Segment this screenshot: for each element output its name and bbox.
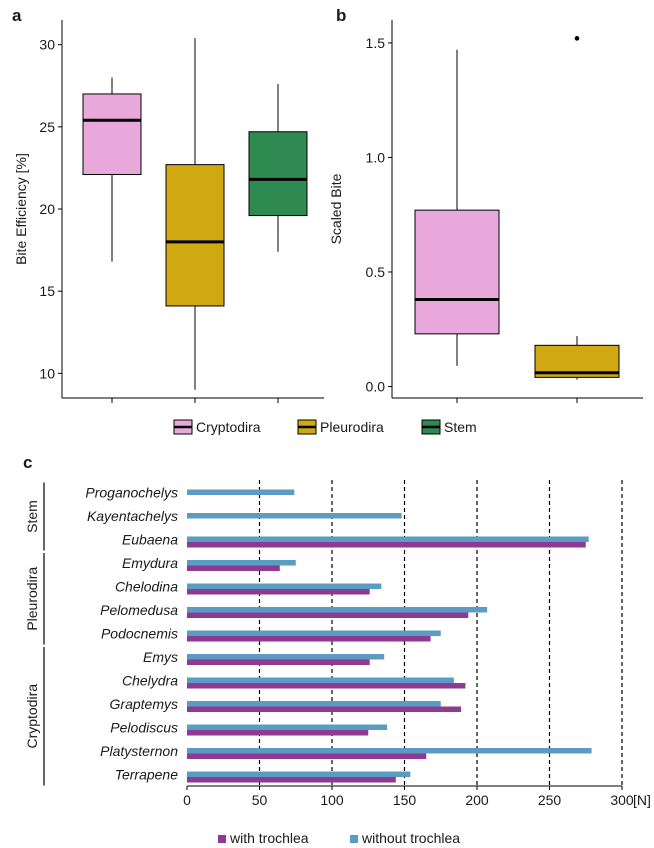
legend-without-trochlea-key (350, 835, 358, 843)
legend-with-trochlea-label: with trochlea (229, 830, 309, 846)
panel-c-x-tick-label: 50 (252, 792, 268, 808)
bar-kayentachelys-without-trochlea (187, 513, 402, 519)
bar-eubaena-without-trochlea (187, 536, 589, 542)
panel-b-y-title: Scaled Bite (328, 173, 344, 244)
panel-c-x-tick-label: 300 (610, 792, 634, 808)
panel-a-pleurodira-box (165, 164, 225, 307)
genus-label-eubaena: Eubaena (122, 532, 178, 548)
panel-a-y-title: Bite Efficiency [%] (13, 153, 29, 265)
panel-b-y-tick-label: 0.0 (366, 379, 386, 395)
genus-label-chelydra: Chelydra (122, 673, 178, 689)
panel-c-label: c (23, 453, 32, 472)
panel-a-cryptodira-box (82, 93, 142, 175)
legend-cryptodira-label: Cryptodira (196, 419, 261, 435)
bar-chelydra-with-trochlea (187, 683, 466, 689)
panel-c-x-unit: [N] (633, 792, 651, 808)
bar-graptemys-without-trochlea (187, 701, 441, 707)
panel-c-x-tick-label: 100 (320, 792, 344, 808)
genus-label-terrapene: Terrapene (115, 767, 179, 783)
bar-terrapene-without-trochlea (187, 771, 411, 777)
genus-label-kayentachelys: Kayentachelys (87, 508, 178, 524)
bar-podocnemis-with-trochlea (187, 636, 431, 642)
panel-b-y-tick-label: 0.5 (366, 264, 386, 280)
panel-a: 10 15 20 25 30 Bite Efficiency [%] (13, 20, 324, 403)
panel-a-y-tick-label: 15 (39, 283, 55, 299)
genus-label-graptemys: Graptemys (110, 696, 178, 712)
panel-b: 0.0 0.5 1.0 1.5 Scaled Bite (328, 20, 643, 403)
bar-emydura-without-trochlea (187, 560, 296, 566)
bar-chelodina-with-trochlea (187, 589, 370, 595)
panel-b-y-tick-label: 1.5 (366, 35, 386, 51)
bar-platysternon-with-trochlea (187, 753, 427, 759)
panel-b-pleurodira-outlier (574, 36, 580, 41)
panel-b-cryptodira-box (414, 209, 500, 335)
genus-label-pelodiscus: Pelodiscus (110, 720, 178, 736)
bar-emys-with-trochlea (187, 659, 370, 665)
genus-label-proganochelys: Proganochelys (85, 485, 178, 501)
bar-pelomedusa-with-trochlea (187, 612, 469, 618)
bar-pelodiscus-without-trochlea (187, 724, 388, 730)
genus-label-emys: Emys (143, 649, 178, 665)
bar-pelomedusa-without-trochlea (187, 607, 488, 613)
bar-eubaena-with-trochlea (187, 542, 586, 548)
legend-pleurodira-label: Pleurodira (320, 419, 384, 435)
bar-graptemys-with-trochlea (187, 706, 462, 712)
panel-a-y-tick-label: 30 (39, 37, 55, 53)
bar-proganochelys-without-trochlea (187, 489, 295, 495)
bar-emys-without-trochlea (187, 654, 385, 660)
bar-chelydra-without-trochlea (187, 677, 454, 683)
panel-a-y-tick-label: 20 (39, 201, 55, 217)
bar-legend: with trochlea without trochlea (218, 830, 460, 846)
legend-without-trochlea-label: without trochlea (361, 830, 460, 846)
genus-label-platysternon: Platysternon (100, 743, 178, 759)
genus-label-emydura: Emydura (122, 555, 178, 571)
genus-label-chelodina: Chelodina (115, 579, 178, 595)
panel-c-x-tick-label: 250 (538, 792, 562, 808)
panel-c: Proganochelys Kayentachelys Eubaena Emydura… (24, 480, 651, 808)
group-label-cryptodira: Cryptodira (24, 684, 40, 749)
panel-a-stem-box (248, 131, 308, 217)
box-legend: Cryptodira Pleurodira Stem (173, 419, 477, 435)
panel-a-y-tick-label: 10 (39, 365, 55, 381)
panel-c-x-tick-label: 200 (465, 792, 489, 808)
bar-platysternon-without-trochlea (187, 748, 592, 754)
panel-a-label: a (12, 6, 22, 25)
bar-chelodina-without-trochlea (187, 583, 382, 589)
panel-c-x-tick-label: 150 (393, 792, 417, 808)
legend-stem-label: Stem (444, 419, 477, 435)
group-label-stem: Stem (24, 500, 40, 533)
bar-podocnemis-without-trochlea (187, 630, 441, 636)
panel-b-label: b (336, 6, 346, 25)
genus-label-podocnemis: Podocnemis (101, 626, 178, 642)
bar-pelodiscus-with-trochlea (187, 730, 369, 736)
panel-b-y-tick-label: 1.0 (366, 149, 386, 165)
genus-label-pelomedusa: Pelomedusa (100, 602, 178, 618)
bar-terrapene-with-trochlea (187, 777, 396, 783)
panel-a-y-tick-label: 25 (39, 119, 55, 135)
legend-with-trochlea-key (218, 835, 226, 843)
bar-emydura-with-trochlea (187, 565, 280, 571)
panel-c-x-tick-label: 0 (183, 792, 191, 808)
group-label-pleurodira: Pleurodira (24, 567, 40, 631)
